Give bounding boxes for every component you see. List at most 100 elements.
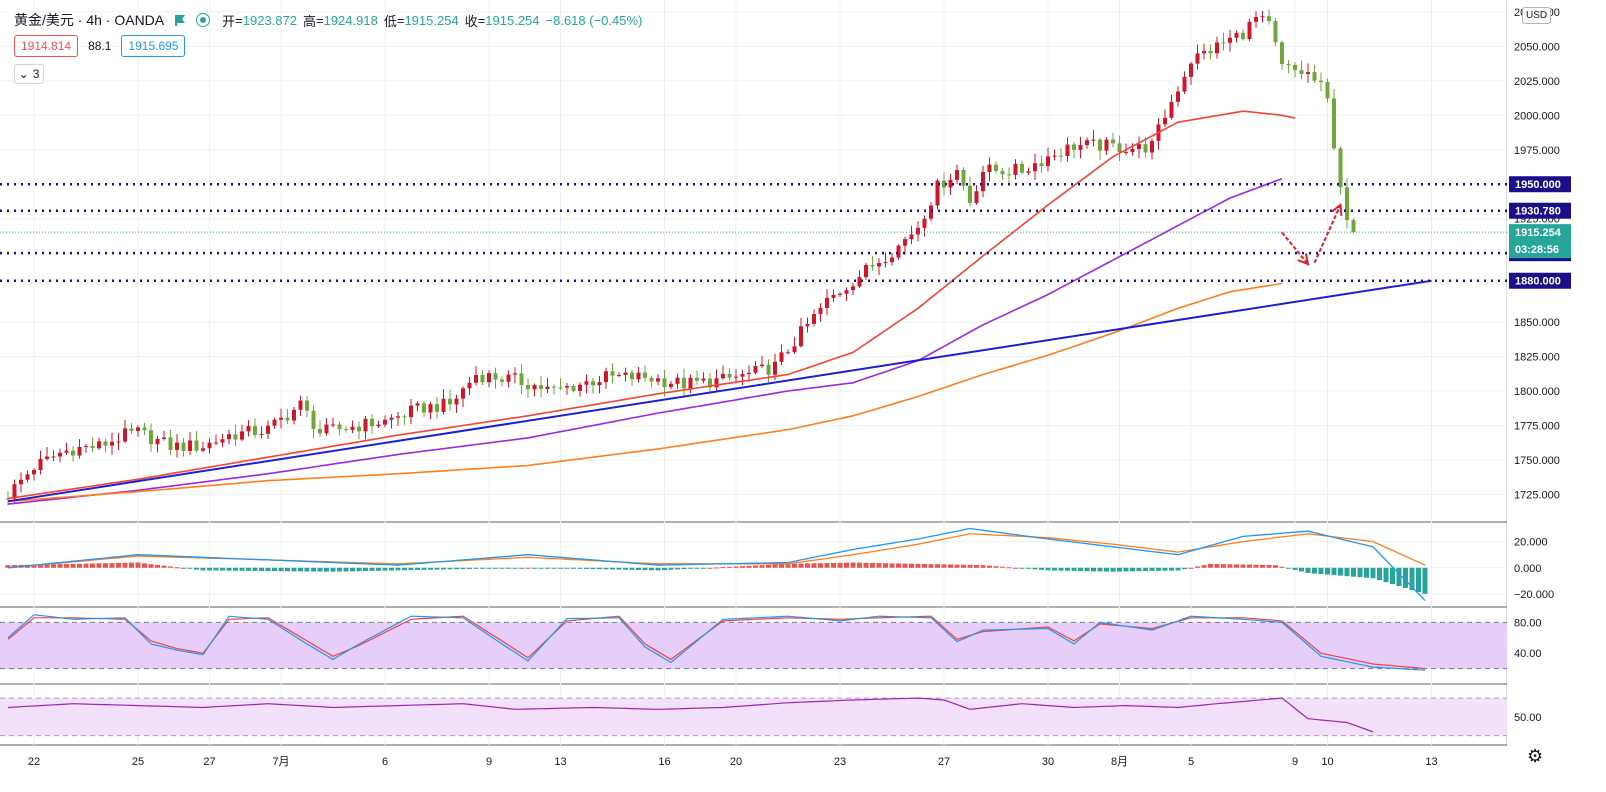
candle-body [760,364,764,367]
price-axis[interactable]: 2075.0002050.0002025.0002000.0001975.000… [1507,0,1606,792]
candle-body [604,371,608,383]
symbol-title[interactable]: 黄金/美元 · 4h · OANDA [14,12,165,28]
candle-body [402,416,407,418]
candle-body [175,442,179,450]
macd-histogram-bar [298,567,303,572]
candle-body [994,164,998,171]
candle-body [890,257,894,263]
macd-histogram-bar [629,567,635,570]
macd-histogram-bar [291,567,297,572]
macd-histogram-bar [142,563,147,568]
currency-badge[interactable]: USD [1522,7,1552,24]
candle-body [831,294,836,298]
rsi-pane[interactable] [0,697,1507,737]
candle-body [877,262,881,267]
macd-pane[interactable] [5,527,1428,601]
macd-histogram-bar [506,567,511,569]
candle-body [1182,76,1187,92]
macd-histogram-bar [558,567,563,569]
candle-body [734,376,738,378]
macd-histogram-bar [1273,565,1278,568]
macd-histogram-bar [649,567,654,571]
price-pane[interactable] [0,9,1507,506]
candle-body [1033,163,1037,172]
macd-histogram-bar [1422,567,1428,594]
candle-body [136,427,140,431]
macd-histogram-bar [1084,567,1090,572]
macd-histogram-bar [1305,567,1311,573]
rsi-tick-label: 50.00 [1514,712,1542,724]
macd-histogram-bar [317,567,323,572]
rsi-line [7,697,1374,733]
candle-body [1306,72,1310,74]
macd-histogram-bar [824,563,830,568]
candle-body [669,383,673,388]
buy-button[interactable]: 1915.695 [121,35,186,57]
macd-histogram-bar [1331,567,1337,576]
candle-body [636,372,641,380]
candle-body [1091,139,1096,141]
macd-histogram-bar [447,567,453,570]
candle-body [909,234,914,240]
indicators-toggle[interactable]: ⌄ 3 [14,64,44,84]
candle-body [1020,163,1024,173]
macd-histogram-bar [12,565,17,568]
candle-body [311,410,316,429]
macd-histogram-bar [31,564,37,568]
macd-histogram-bar [324,567,329,572]
candle-body [662,378,667,388]
time-tick-label: 9 [486,756,492,768]
macd-histogram-bar [5,565,11,568]
candle-body [799,326,803,347]
macd-histogram-bar [168,566,173,568]
time-tick-label: 9 [1292,756,1298,768]
candle-body [285,417,290,421]
macd-histogram-bar [122,562,128,568]
macd-histogram-bar [636,567,641,570]
stochastic-tick-label: 40.00 [1514,648,1542,660]
macd-histogram-bar [863,562,869,568]
macd-histogram-bar [714,567,719,569]
candle-body [454,398,459,405]
macd-histogram-bar [343,567,349,572]
candle-body [474,374,478,383]
sell-button[interactable]: 1914.814 [14,35,79,57]
macd-histogram-bar [1357,567,1363,578]
candle-body [1007,174,1011,176]
macd-histogram-bar [272,567,277,572]
macd-histogram-bar [1065,567,1070,571]
candle-body [1208,51,1213,54]
candle-body [1202,51,1206,54]
macd-histogram-bar [792,563,797,568]
macd-histogram-bar [811,563,817,568]
time-tick-label: 13 [1425,756,1437,768]
macd-histogram-bar [974,565,979,568]
candle-body [357,426,361,432]
gear-icon[interactable]: ⚙ [1527,746,1544,766]
macd-histogram-bar [1045,567,1051,571]
countdown-label: 03:28:56 [1515,244,1559,256]
stochastic-d-line [7,615,1426,670]
time-tick-label: 8月 [1111,756,1128,768]
candle-body [1078,145,1083,150]
macd-histogram-bar [1227,564,1233,568]
candle-body [142,427,147,431]
macd-histogram-bar [38,564,43,568]
macd-histogram-bar [493,567,498,569]
macd-histogram-bar [948,564,953,568]
market-status-icon[interactable] [196,13,211,27]
candle-body [487,373,491,383]
candle-body [389,417,394,420]
candle-body [1273,21,1278,43]
level-label-box [1509,176,1571,193]
time-axis[interactable]: 22 25 27 7月 6 9 13 16 20 23 27 30 8月 5 9 10 13 [28,756,1438,768]
level-label: 1950.000 [1515,179,1561,191]
macd-histogram-bar [1188,567,1194,569]
macd-histogram-bar [720,567,726,569]
candle-body [292,409,296,421]
flag-icon[interactable] [174,14,186,26]
stochastic-pane[interactable] [0,614,1507,671]
macd-signal-line [7,533,1426,569]
macd-histogram-bar [616,567,622,570]
